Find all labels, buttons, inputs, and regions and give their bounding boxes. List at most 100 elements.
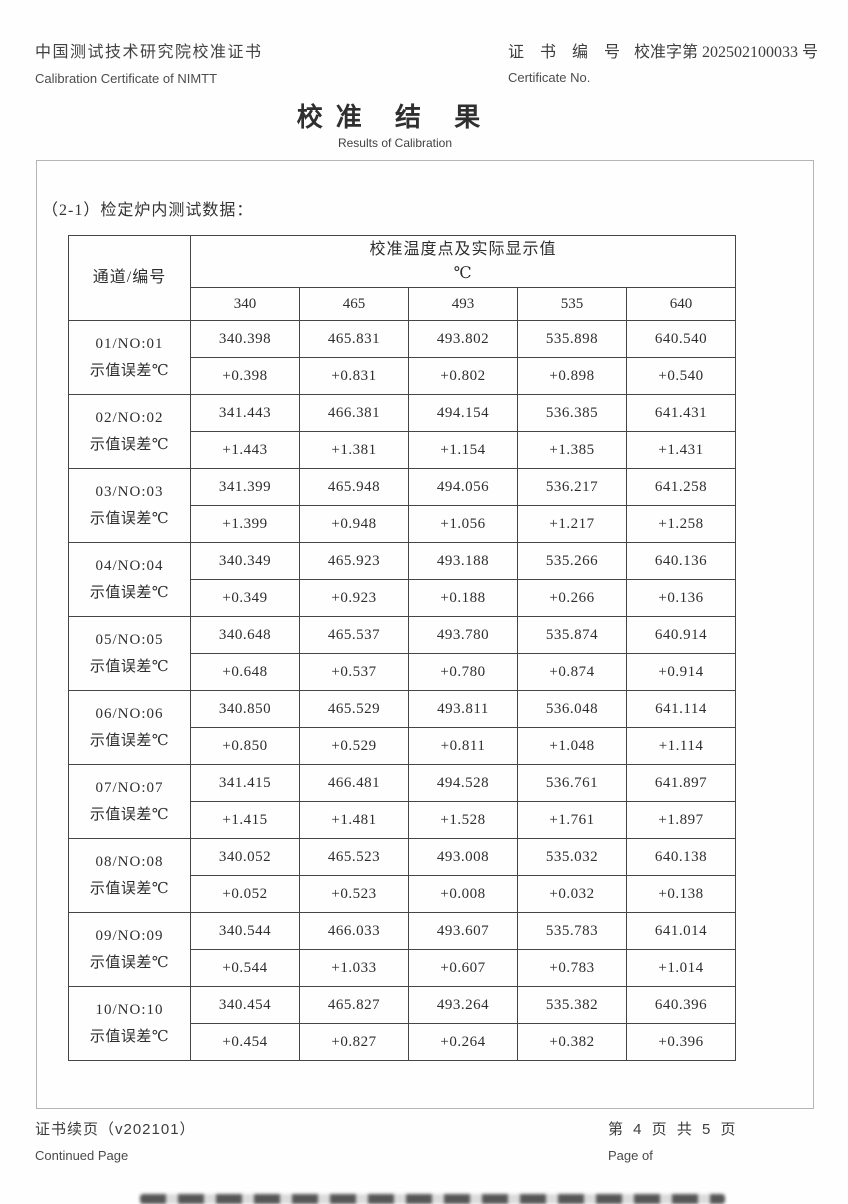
error-value-cell: +0.607 (408, 949, 518, 987)
error-value-cell: +1.443 (190, 431, 300, 469)
certificate-number-block: 证 书 编 号校准字第 202502100033 号 Certificate N… (508, 38, 818, 85)
error-value-cell: +1.399 (190, 505, 300, 543)
channel-label-cell: 07/NO:07 示值误差℃ (68, 764, 191, 839)
error-value-cell: +1.033 (299, 949, 409, 987)
error-value-cell: +1.481 (299, 801, 409, 839)
page-number-label-en: Page of (608, 1148, 653, 1163)
temp-reading-cell: 465.948 (299, 468, 409, 506)
issuer-name-en: Calibration Certificate of NIMTT (35, 71, 218, 86)
channel-column-header: 通道/编号 (68, 235, 191, 321)
error-value-cell: +0.454 (190, 1023, 300, 1061)
error-value-cell: +0.396 (625, 1023, 737, 1061)
temp-point-header: 340 (190, 287, 300, 321)
temp-reading-cell: 494.528 (408, 764, 518, 802)
temp-reading-cell: 493.264 (408, 986, 518, 1024)
error-value-cell: +0.914 (625, 653, 737, 691)
temp-reading-cell: 640.540 (625, 320, 737, 358)
channel-label-cell: 05/NO:05 示值误差℃ (68, 616, 191, 691)
temp-reading-cell: 466.481 (299, 764, 409, 802)
scan-cutoff-text-artifact (140, 1194, 725, 1204)
error-value-cell: +0.850 (190, 727, 300, 765)
channel-reading-row: 05/NO:05 示值误差℃ 340.648 465.537 493.780 535.… (68, 616, 737, 691)
error-row-label: 示值误差℃ (89, 362, 170, 379)
error-value-cell: +1.528 (408, 801, 518, 839)
channel-id: 04/NO:04 (95, 558, 164, 575)
temp-point-header: 493 (408, 287, 518, 321)
error-row-label: 示值误差℃ (89, 732, 170, 749)
channel-reading-row: 04/NO:04 示值误差℃ 340.349 465.923 493.188 535.… (68, 542, 737, 617)
channel-error-row: +0.648 +0.537 +0.780 +0.874 +0.914 (69, 653, 737, 691)
temp-reading-cell: 493.780 (408, 616, 518, 654)
continued-page-label-en: Continued Page (35, 1148, 129, 1163)
channel-id: 06/NO:06 (95, 706, 164, 723)
error-value-cell: +1.014 (625, 949, 737, 987)
channel-id: 03/NO:03 (95, 484, 164, 501)
error-row-label: 示值误差℃ (89, 1028, 170, 1045)
channel-id: 05/NO:05 (95, 632, 164, 649)
temp-reading-cell: 340.648 (190, 616, 300, 654)
temp-reading-cell: 640.914 (625, 616, 737, 654)
error-value-cell: +0.032 (517, 875, 627, 913)
channel-id: 02/NO:02 (95, 410, 164, 427)
temp-point-header: 640 (625, 287, 737, 321)
channel-label-cell: 08/NO:08 示值误差℃ (68, 838, 191, 913)
temp-reading-cell: 341.399 (190, 468, 300, 506)
temp-reading-cell: 494.056 (408, 468, 518, 506)
channel-error-row: +1.415 +1.481 +1.528 +1.761 +1.897 (69, 801, 737, 839)
error-value-cell: +0.529 (299, 727, 409, 765)
temp-reading-cell: 641.431 (625, 394, 737, 432)
error-value-cell: +0.349 (190, 579, 300, 617)
temperature-unit: ℃ (453, 264, 473, 282)
temp-reading-cell: 493.811 (408, 690, 518, 728)
temp-reading-cell: 535.898 (517, 320, 627, 358)
certificate-number-value: 校准字第 202502100033 号 (633, 44, 818, 61)
channel-label-cell: 04/NO:04 示值误差℃ (68, 542, 191, 617)
temp-reading-cell: 535.032 (517, 838, 627, 876)
channel-reading-row: 02/NO:02 示值误差℃ 341.443 466.381 494.154 536.… (68, 394, 737, 469)
error-row-label: 示值误差℃ (89, 510, 170, 527)
page-title-cn: 校准 结 果 (296, 102, 494, 132)
error-value-cell: +1.114 (625, 727, 737, 765)
error-value-cell: +0.264 (408, 1023, 518, 1061)
error-value-cell: +0.188 (408, 579, 518, 617)
channel-label-cell: 01/NO:01 示值误差℃ (68, 320, 191, 395)
error-value-cell: +0.398 (190, 357, 300, 395)
error-value-cell: +0.537 (299, 653, 409, 691)
temp-reading-cell: 536.385 (517, 394, 627, 432)
error-row-label: 示值误差℃ (89, 880, 170, 897)
temp-reading-cell: 641.114 (625, 690, 737, 728)
channel-reading-row: 09/NO:09 示值误差℃ 340.544 466.033 493.607 535.… (68, 912, 737, 987)
channel-id: 10/NO:10 (95, 1002, 164, 1019)
temp-reading-cell: 535.874 (517, 616, 627, 654)
temp-reading-cell: 341.443 (190, 394, 300, 432)
channel-label-cell: 03/NO:03 示值误差℃ (68, 468, 191, 543)
error-row-label: 示值误差℃ (89, 954, 170, 971)
temp-reading-cell: 465.523 (299, 838, 409, 876)
error-row-label: 示值误差℃ (89, 658, 170, 675)
temp-reading-cell: 494.154 (408, 394, 518, 432)
error-value-cell: +0.382 (517, 1023, 627, 1061)
continued-page-label-cn: 证书续页（v202101） (35, 1121, 196, 1138)
error-value-cell: +1.897 (625, 801, 737, 839)
temp-reading-cell: 536.761 (517, 764, 627, 802)
certificate-number-label-en: Certificate No. (507, 70, 591, 85)
temp-reading-cell: 493.188 (408, 542, 518, 580)
error-value-cell: +1.431 (625, 431, 737, 469)
error-value-cell: +1.381 (299, 431, 409, 469)
error-row-label: 示值误差℃ (89, 584, 170, 601)
temp-reading-cell: 640.138 (625, 838, 737, 876)
footer-left: 证书续页（v202101） Continued Page (35, 1118, 196, 1163)
temp-reading-cell: 340.052 (190, 838, 300, 876)
temp-reading-cell: 340.850 (190, 690, 300, 728)
channel-label-cell: 02/NO:02 示值误差℃ (68, 394, 191, 469)
error-value-cell: +1.154 (408, 431, 518, 469)
temp-reading-cell: 465.831 (299, 320, 409, 358)
temp-reading-cell: 340.544 (190, 912, 300, 950)
channel-error-row: +0.349 +0.923 +0.188 +0.266 +0.136 (69, 579, 737, 617)
channel-error-row: +0.850 +0.529 +0.811 +1.048 +1.114 (69, 727, 737, 765)
error-value-cell: +1.056 (408, 505, 518, 543)
channel-id: 08/NO:08 (95, 854, 164, 871)
temp-reading-cell: 640.136 (625, 542, 737, 580)
section-heading: （2-1）检定炉内测试数据： (42, 202, 254, 219)
error-value-cell: +0.544 (190, 949, 300, 987)
